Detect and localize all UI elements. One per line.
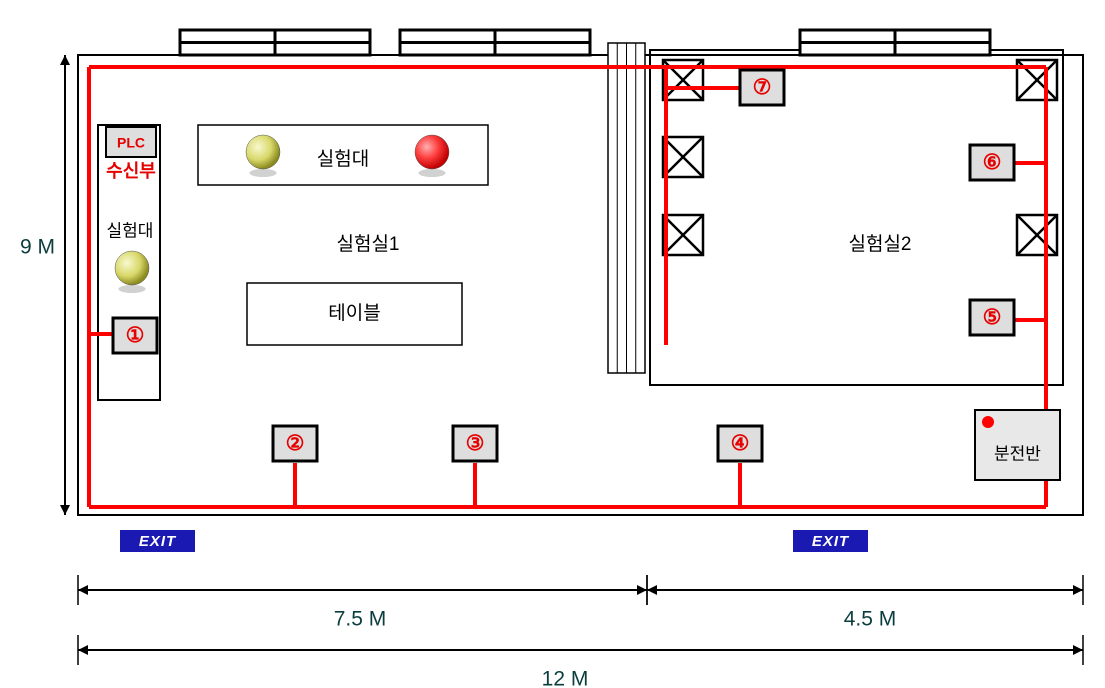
building-outline: [78, 55, 1083, 515]
exit-text-1: EXIT: [139, 533, 177, 550]
node-number-3: ③: [466, 432, 485, 455]
node-number-2: ②: [286, 432, 305, 455]
plc-label: PLC: [117, 135, 145, 151]
dim-vertical: [60, 55, 70, 515]
dim-h3-label: 12 M: [542, 668, 589, 688]
distribution-panel-label: 분전반: [994, 444, 1041, 463]
radiator: [608, 43, 645, 373]
red-sphere-1: [415, 135, 449, 177]
label-0: 실험대: [317, 148, 369, 170]
window-bar-2: [400, 30, 590, 55]
dim-h2: [647, 585, 1083, 595]
yellow-sphere-0: [246, 135, 280, 177]
node-number-5: ⑤: [983, 306, 1002, 329]
node-number-7: ⑦: [753, 76, 772, 99]
label-1: 실험실1: [336, 233, 399, 255]
node-number-4: ④: [731, 432, 750, 455]
window-bar-1: [180, 30, 370, 55]
exit-text-2: EXIT: [812, 533, 850, 550]
label-2: 실험실2: [848, 233, 911, 255]
node-number-1: ①: [126, 324, 145, 347]
yellow-sphere-2: [115, 251, 149, 293]
dim-h2-label: 4.5 M: [844, 608, 897, 631]
plc-receiver-label: 수신부: [106, 161, 156, 181]
dim-h1-label: 7.5 M: [334, 608, 387, 631]
window-bar-3: [800, 30, 990, 55]
dim-h3: [78, 645, 1083, 655]
label-3: 실험대: [107, 221, 154, 240]
x-box-5: [1017, 215, 1057, 255]
node-number-6: ⑥: [983, 151, 1002, 174]
center-table-label: 테이블: [328, 302, 380, 324]
dim-h1: [78, 585, 647, 595]
dim-vertical-label: 9 M: [20, 236, 55, 259]
x-box-3: [663, 215, 703, 255]
x-box-2: [663, 137, 703, 177]
